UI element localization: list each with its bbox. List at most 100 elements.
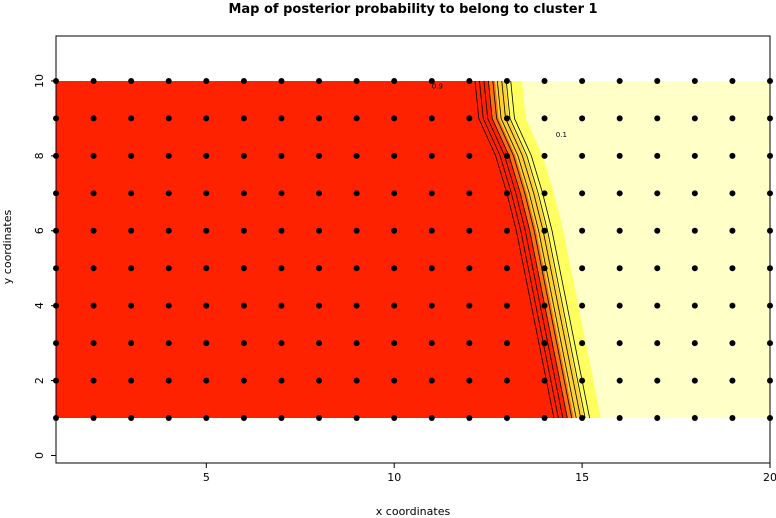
data-point	[466, 377, 473, 384]
data-point	[165, 377, 172, 384]
y-tick-label: 8	[33, 152, 46, 159]
data-point	[90, 415, 97, 422]
data-point	[128, 415, 135, 422]
data-point	[428, 77, 435, 84]
data-point	[541, 377, 548, 384]
data-point	[203, 377, 210, 384]
data-point	[729, 377, 736, 384]
data-point	[353, 265, 360, 272]
data-point	[165, 340, 172, 347]
data-point	[654, 415, 661, 422]
data-point	[316, 115, 323, 122]
data-point	[691, 190, 698, 197]
contour-line	[510, 80, 591, 419]
contour-label: 0.1	[556, 131, 567, 139]
chart-title: Map of posterior probability to belong t…	[228, 2, 597, 17]
data-point	[353, 377, 360, 384]
data-point	[579, 115, 586, 122]
data-point	[428, 415, 435, 422]
data-point	[428, 265, 435, 272]
contour-label: 0.9	[432, 82, 443, 90]
contour-line	[501, 80, 582, 419]
data-point	[616, 115, 623, 122]
data-point	[353, 340, 360, 347]
data-point	[428, 152, 435, 159]
data-point	[691, 377, 698, 384]
data-point	[165, 77, 172, 84]
data-point	[466, 152, 473, 159]
data-point	[278, 415, 285, 422]
y-axis: 0 2 4 6 8 10	[33, 74, 56, 459]
data-point	[729, 227, 736, 234]
data-point	[729, 265, 736, 272]
data-point	[729, 415, 736, 422]
data-point	[466, 115, 473, 122]
data-point	[316, 302, 323, 309]
data-point	[466, 227, 473, 234]
data-point	[165, 227, 172, 234]
data-point	[240, 377, 247, 384]
data-point	[579, 302, 586, 309]
data-point	[391, 152, 398, 159]
data-point	[203, 340, 210, 347]
data-point	[353, 115, 360, 122]
data-point	[579, 190, 586, 197]
data-point	[203, 77, 210, 84]
data-point	[391, 340, 398, 347]
data-point	[203, 265, 210, 272]
data-point	[391, 377, 398, 384]
plot-frame	[55, 35, 771, 464]
data-point	[541, 265, 548, 272]
contour-line	[479, 80, 559, 419]
data-point	[90, 340, 97, 347]
data-point	[691, 115, 698, 122]
data-point	[466, 190, 473, 197]
data-point	[353, 415, 360, 422]
data-point	[391, 265, 398, 272]
x-tick-label: 5	[203, 471, 210, 484]
data-point	[616, 265, 623, 272]
data-point	[240, 340, 247, 347]
data-point	[90, 302, 97, 309]
data-point	[579, 77, 586, 84]
data-point	[503, 152, 510, 159]
data-point	[691, 227, 698, 234]
data-point	[503, 77, 510, 84]
data-point	[691, 152, 698, 159]
data-point	[316, 227, 323, 234]
data-point	[428, 227, 435, 234]
data-point	[90, 265, 97, 272]
data-point	[391, 302, 398, 309]
data-point	[128, 115, 135, 122]
data-point	[165, 190, 172, 197]
data-point	[240, 302, 247, 309]
data-point	[654, 265, 661, 272]
data-point	[729, 115, 736, 122]
data-point	[466, 340, 473, 347]
data-point	[240, 265, 247, 272]
data-point	[278, 77, 285, 84]
data-point	[240, 115, 247, 122]
data-point	[691, 340, 698, 347]
x-tick-label: 10	[387, 471, 401, 484]
data-point	[616, 377, 623, 384]
data-point	[240, 152, 247, 159]
data-point	[240, 77, 247, 84]
data-point	[616, 77, 623, 84]
data-point	[240, 415, 247, 422]
data-point	[316, 190, 323, 197]
data-point	[616, 415, 623, 422]
data-point	[278, 227, 285, 234]
data-point	[90, 115, 97, 122]
data-point	[541, 190, 548, 197]
data-point	[503, 227, 510, 234]
probability-contours	[474, 80, 591, 419]
data-point	[503, 115, 510, 122]
data-point	[316, 340, 323, 347]
data-point	[128, 302, 135, 309]
contour-line	[505, 80, 586, 419]
data-point	[654, 377, 661, 384]
data-point	[503, 415, 510, 422]
data-point	[353, 152, 360, 159]
